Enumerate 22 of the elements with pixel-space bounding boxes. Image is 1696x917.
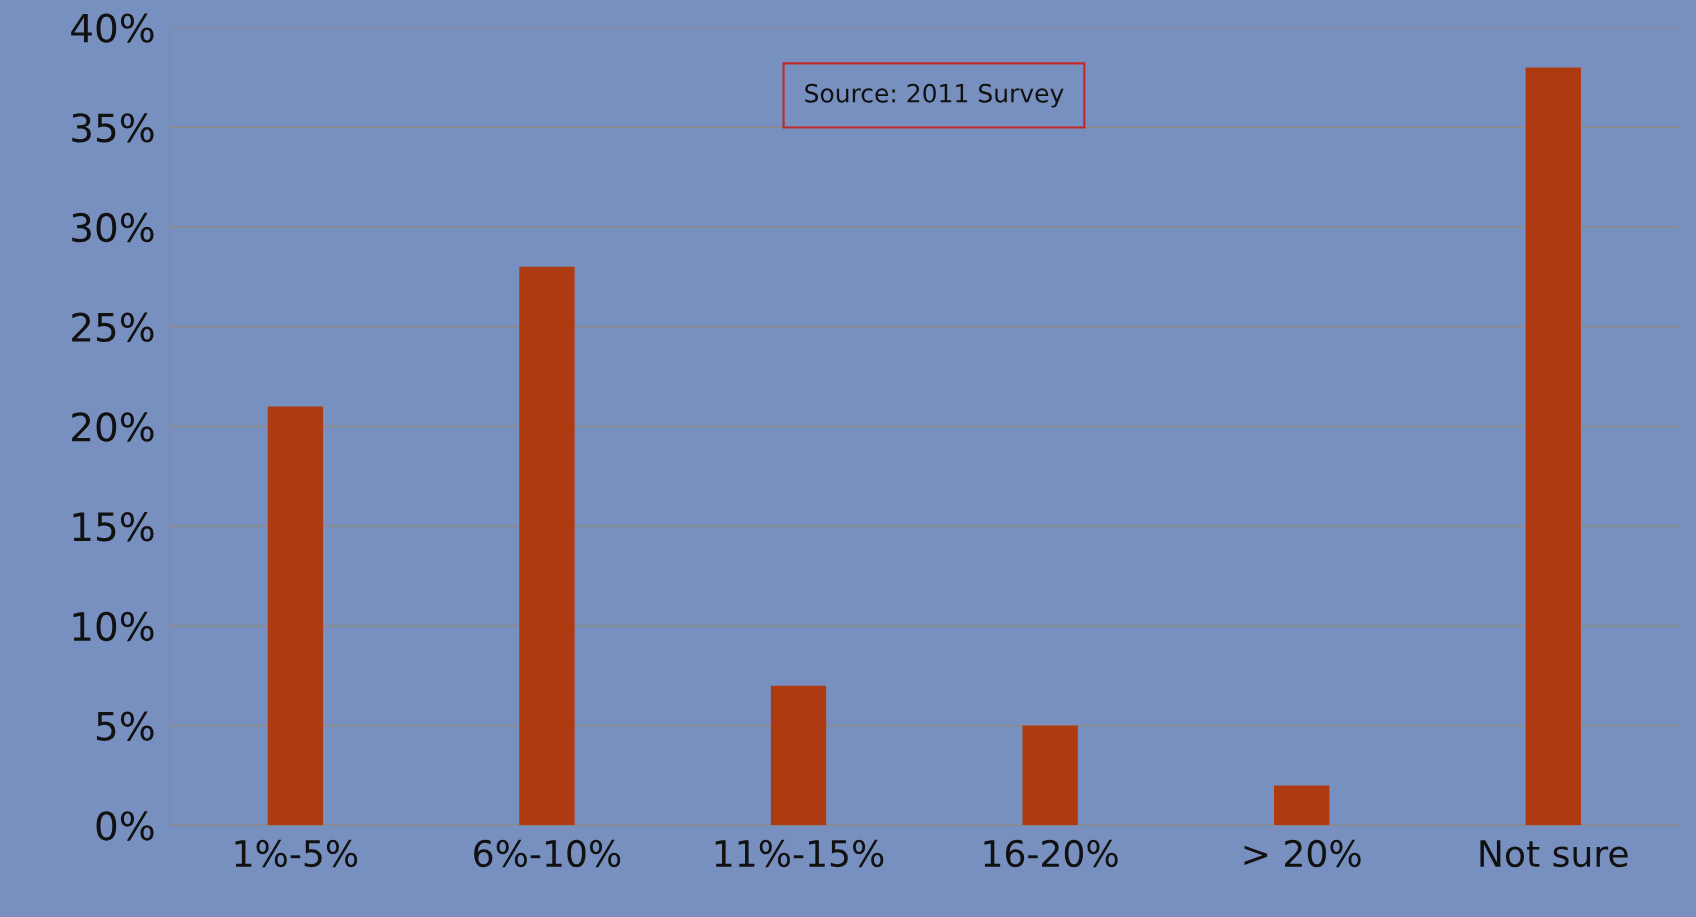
x-tick-label: 1%-5% bbox=[235, 839, 358, 868]
bar bbox=[770, 685, 827, 826]
y-tick-label: 0% bbox=[96, 811, 154, 841]
x-tick-label: 11%-15% bbox=[715, 839, 884, 868]
bar bbox=[519, 266, 575, 826]
bar bbox=[1525, 67, 1581, 826]
x-tick-label: > 20% bbox=[1244, 839, 1361, 868]
x-tick-label: 6%-10% bbox=[474, 839, 621, 868]
y-tick-label: 20% bbox=[72, 412, 154, 442]
y-tick-label: 40% bbox=[71, 13, 154, 43]
y-tick-label: 5% bbox=[97, 711, 154, 741]
y-tick-label: 35% bbox=[72, 113, 154, 143]
bar bbox=[267, 406, 324, 826]
x-tick-label: 16-20% bbox=[984, 839, 1118, 868]
y-tick-label: 30% bbox=[72, 212, 154, 243]
y-tick-label: 15% bbox=[73, 512, 154, 542]
bar bbox=[1022, 725, 1078, 826]
y-tick-label: 10% bbox=[73, 611, 154, 642]
y-tick-label: 25% bbox=[72, 312, 154, 343]
x-tick-label: Not sure bbox=[1480, 840, 1628, 868]
annotation: Source: 2011 Survey bbox=[805, 83, 1064, 108]
bar bbox=[1274, 785, 1330, 826]
